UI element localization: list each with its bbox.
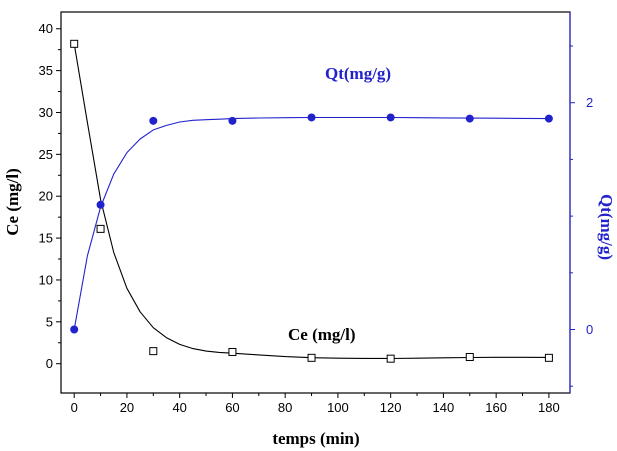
y-left-axis-ticks: 0 5 10 15 20 25 30 35 40 xyxy=(39,21,61,371)
x-tick-label: 60 xyxy=(225,400,239,415)
y-left-axis-title: Ce (mg/l) xyxy=(3,168,22,236)
ce-data-point xyxy=(150,348,157,355)
ce-data-point xyxy=(97,225,104,232)
x-tick-label: 40 xyxy=(172,400,186,415)
y-left-tick-label: 25 xyxy=(39,147,53,162)
qt-data-point xyxy=(70,326,78,334)
x-tick-label: 100 xyxy=(327,400,349,415)
y-left-tick-label: 10 xyxy=(39,272,53,287)
y-left-tick-label: 0 xyxy=(46,356,53,371)
qt-data-point xyxy=(545,115,553,123)
qt-data-point xyxy=(149,117,157,125)
fit-curves xyxy=(74,44,549,359)
y-left-tick-label: 30 xyxy=(39,105,53,120)
ce-data-point xyxy=(71,40,78,47)
series-label-ce: Ce (mg/l) xyxy=(288,325,356,344)
data-markers xyxy=(70,40,553,362)
y-left-tick-label: 35 xyxy=(39,63,53,78)
x-axis-title: temps (min) xyxy=(272,429,359,448)
x-tick-label: 140 xyxy=(433,400,455,415)
ce-fit-line xyxy=(74,44,549,359)
x-tick-label: 180 xyxy=(538,400,560,415)
qt-data-point xyxy=(466,115,474,123)
y-left-tick-label: 40 xyxy=(39,21,53,36)
ce-data-point xyxy=(229,348,236,355)
x-tick-label: 160 xyxy=(485,400,507,415)
y-right-tick-label: 0 xyxy=(586,322,593,337)
ce-data-point xyxy=(466,353,473,360)
y-left-tick-label: 15 xyxy=(39,231,53,246)
x-tick-label: 80 xyxy=(278,400,292,415)
ce-data-point xyxy=(387,355,394,362)
y-left-tick-label: 20 xyxy=(39,189,53,204)
y-right-axis-title: Qt(mg/g) xyxy=(597,194,616,260)
x-tick-label: 0 xyxy=(71,400,78,415)
y-right-axis-ticks: 02 xyxy=(570,46,593,386)
qt-data-point xyxy=(97,201,105,209)
ce-data-point xyxy=(545,354,552,361)
series-label-qt: Qt(mg/g) xyxy=(325,64,391,83)
qt-data-point xyxy=(228,117,236,125)
x-tick-label: 120 xyxy=(380,400,402,415)
x-tick-label: 20 xyxy=(120,400,134,415)
y-right-tick-label: 2 xyxy=(586,95,593,110)
qt-data-point xyxy=(387,113,395,121)
qt-data-point xyxy=(308,113,316,121)
y-left-tick-label: 5 xyxy=(46,314,53,329)
x-axis-ticks: 0 20 40 60 80 100 120 140 160 180 xyxy=(71,393,560,415)
qt-fit-line xyxy=(74,118,549,330)
ce-data-point xyxy=(308,354,315,361)
